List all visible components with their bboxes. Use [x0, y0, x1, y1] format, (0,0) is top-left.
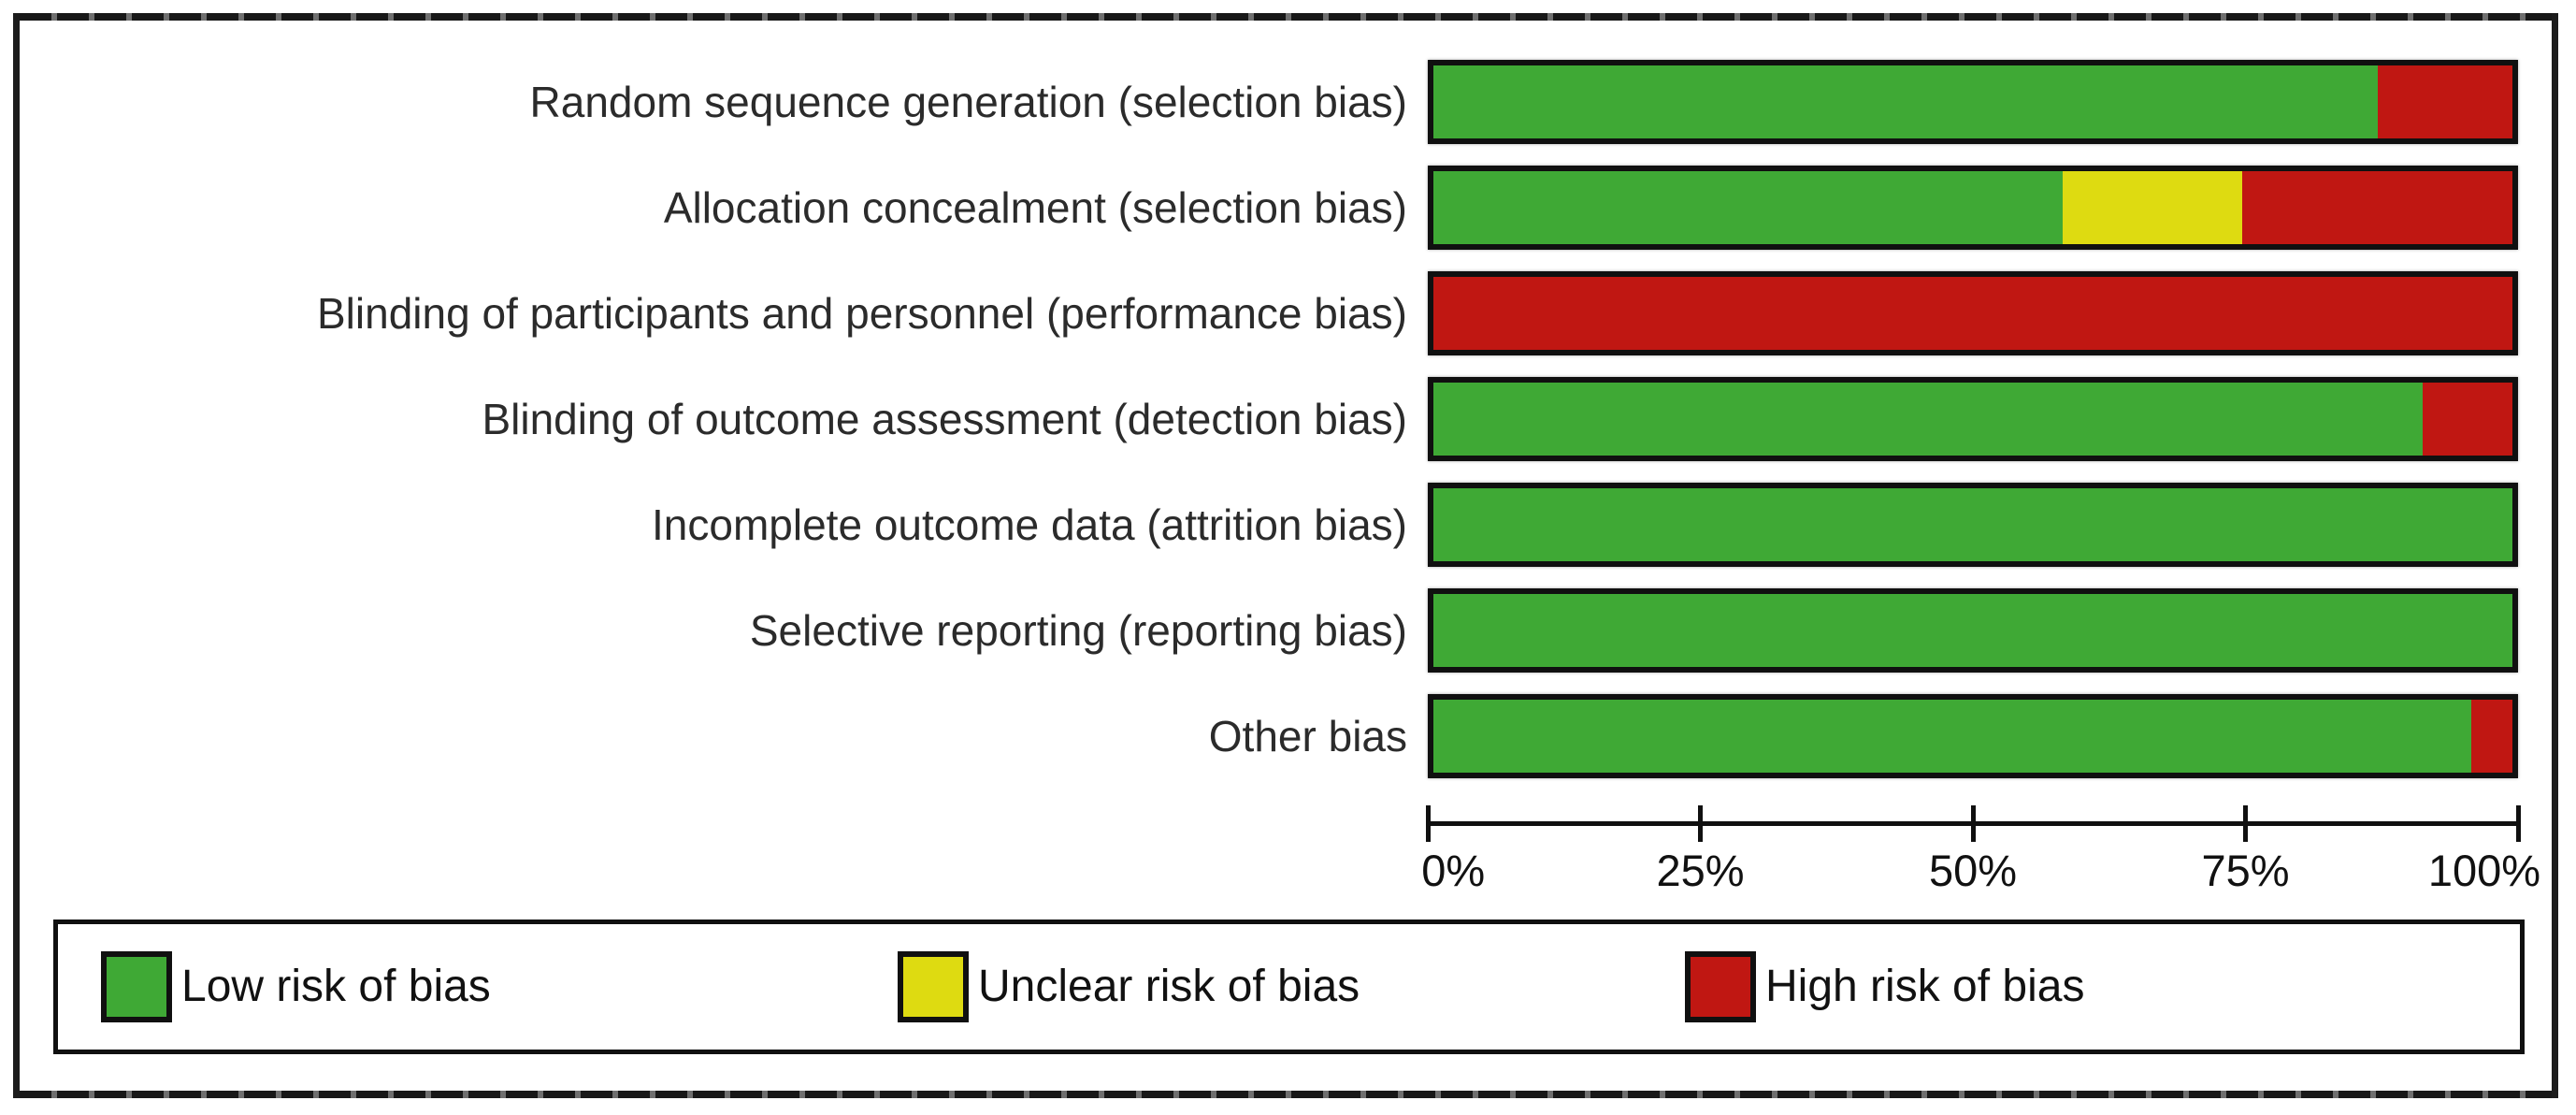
row-label: Random sequence generation (selection bi… — [529, 78, 1407, 126]
x-axis-tick-label: 50% — [1928, 846, 2018, 895]
stacked-bar — [1428, 60, 2518, 144]
row-label: Allocation concealment (selection bias) — [663, 183, 1407, 232]
stacked-bar — [1428, 271, 2518, 355]
stacked-bar — [1428, 166, 2518, 250]
row-label: Blinding of outcome assessment (detectio… — [482, 395, 1407, 443]
legend-label: Low risk of bias — [181, 962, 491, 1011]
bar-segment-low — [1433, 594, 2512, 667]
stacked-bar — [1428, 377, 2518, 461]
legend-label: Unclear risk of bias — [978, 962, 1360, 1011]
bar-segment-high — [2242, 171, 2512, 244]
bar-segment-low — [1433, 383, 2424, 456]
x-axis-tick — [2515, 805, 2521, 842]
x-axis-tick — [2243, 805, 2248, 842]
legend-swatch-high — [1685, 951, 1756, 1022]
x-axis-tick-label: 0% — [1421, 846, 1486, 895]
x-axis-tick — [1425, 805, 1431, 842]
x-axis-tick — [1698, 805, 1703, 842]
legend-swatch-low — [101, 951, 172, 1022]
legend-swatch-unclear — [898, 951, 969, 1022]
legend: Low risk of bias Unclear risk of bias High… — [53, 920, 2525, 1054]
x-axis-tick — [1970, 805, 1976, 842]
frame-dashed-edge-top — [20, 13, 2552, 21]
x-axis-tick-label: 75% — [2201, 846, 2290, 895]
bar-segment-high — [2423, 383, 2512, 456]
legend-label: High risk of bias — [1765, 962, 2085, 1011]
bar-segment-low — [1433, 171, 2063, 244]
stacked-bar — [1428, 694, 2518, 778]
stacked-bar — [1428, 483, 2518, 567]
bar-segment-high — [2377, 65, 2512, 138]
bar-segment-unclear — [2062, 171, 2243, 244]
bar-segment-high — [1433, 277, 2512, 350]
row-label: Blinding of participants and personnel (… — [317, 289, 1407, 338]
x-axis-tick-label: 100% — [2427, 846, 2541, 895]
row-label: Incomplete outcome data (attrition bias) — [652, 500, 1407, 549]
bar-segment-low — [1433, 65, 2378, 138]
bar-segment-high — [2471, 700, 2512, 773]
row-label: Selective reporting (reporting bias) — [749, 606, 1407, 655]
row-label: Other bias — [1208, 712, 1407, 760]
x-axis-tick-label: 25% — [1656, 846, 1745, 895]
bar-segment-low — [1433, 488, 2512, 561]
bar-segment-low — [1433, 700, 2472, 773]
stacked-bar — [1428, 588, 2518, 673]
frame-dashed-edge-bottom — [20, 1091, 2552, 1098]
